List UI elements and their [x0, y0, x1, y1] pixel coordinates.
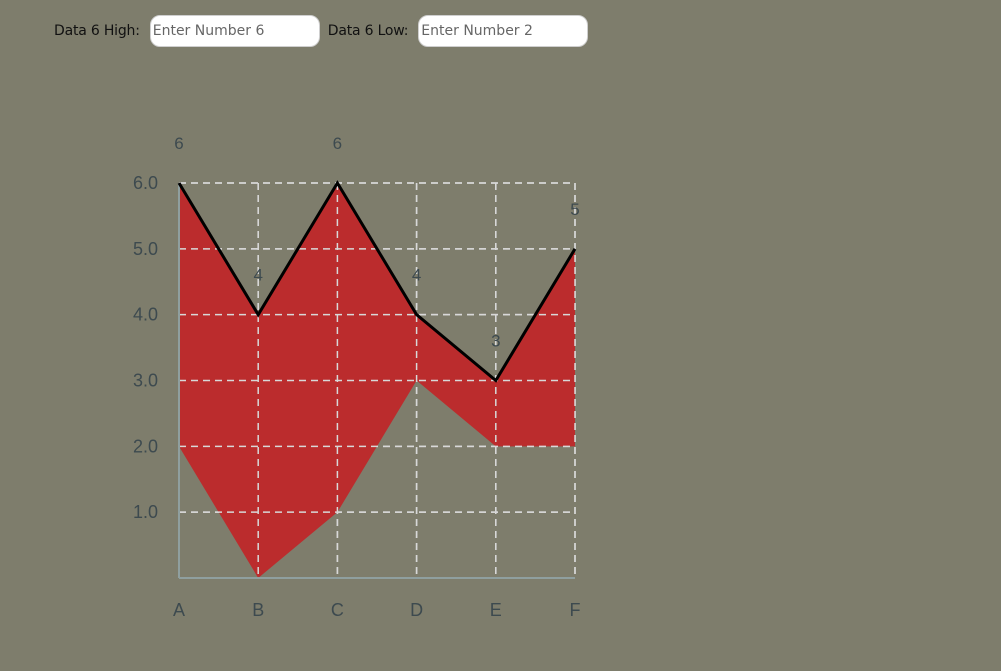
axis-layer: 1.0 2.0 3.0 4.0 5.0 6.0 A B C D E F	[133, 173, 581, 620]
x-tick-label: C	[331, 600, 344, 620]
x-tick-label: F	[570, 600, 581, 620]
data-value-label: 6	[174, 134, 183, 153]
y-tick-label: 4.0	[133, 305, 158, 325]
y-tick-label: 3.0	[133, 371, 158, 391]
x-tick-label: D	[410, 600, 423, 620]
y-tick-label: 1.0	[133, 502, 158, 522]
label-layer: 6 4 6 4 3 5	[174, 134, 579, 351]
high-input[interactable]	[149, 15, 320, 47]
data-value-label: 6	[333, 134, 342, 153]
high-series-line	[177, 180, 577, 383]
x-tick-label: E	[490, 600, 502, 620]
data-value-label: 3	[491, 332, 500, 351]
x-tick-label: B	[252, 600, 264, 620]
y-tick-label: 5.0	[133, 239, 158, 259]
data-value-label: 5	[570, 200, 579, 219]
low-label: Data 6 Low:	[327, 23, 409, 39]
y-tick-label: 2.0	[133, 436, 158, 456]
x-tick-label: A	[173, 600, 185, 620]
high-label: Data 6 High:	[54, 23, 140, 39]
data-value-label: 4	[253, 266, 262, 285]
line-layer	[177, 180, 577, 383]
data-value-label: 4	[412, 266, 421, 285]
low-input[interactable]	[418, 15, 589, 47]
y-tick-label: 6.0	[133, 173, 158, 193]
band-layer	[179, 182, 576, 578]
range-controls: Data 6 High: Data 6 Low:	[54, 14, 596, 48]
